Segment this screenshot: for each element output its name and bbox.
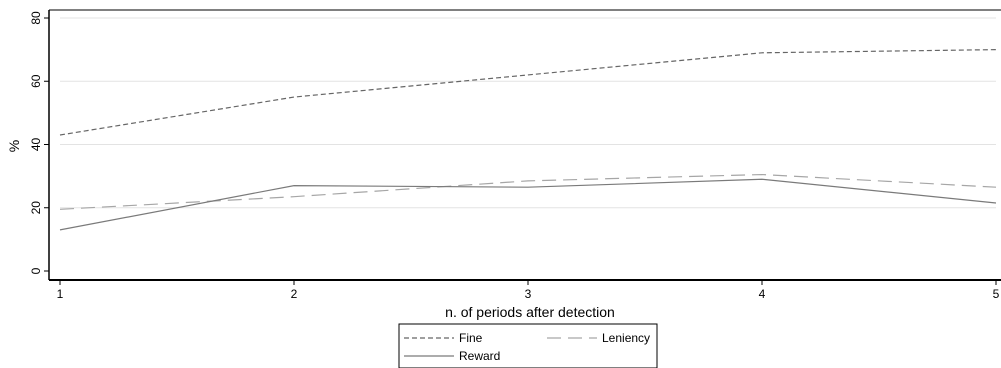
series-lines [59, 49, 997, 231]
axes [44, 9, 1001, 285]
legend-label-fine: Fine [459, 331, 483, 345]
x-tick-label-5: 5 [993, 287, 1000, 301]
y-tick-label-40: 40 [29, 138, 43, 152]
legend-label-reward: Reward [459, 349, 500, 363]
y-tick-label-60: 60 [29, 74, 43, 88]
x-tick-label-4: 4 [759, 287, 766, 301]
x-tick-label-2: 2 [291, 287, 298, 301]
series-line-leniency [59, 173, 997, 210]
legend: Fine Leniency Reward [398, 323, 658, 368]
y-axis-title: % [6, 140, 22, 152]
series-line-fine [59, 49, 997, 136]
legend-label-leniency: Leniency [602, 331, 650, 345]
series-line-reward [59, 178, 997, 231]
x-tick-labels: 1 2 3 4 5 [57, 287, 1000, 301]
legend-items: Fine Leniency Reward [404, 331, 650, 363]
y-tick-labels: 0 20 40 60 80 [29, 11, 43, 274]
x-tick-label-1: 1 [57, 287, 64, 301]
x-axis-title: n. of periods after detection [445, 304, 615, 320]
legend-box [398, 323, 658, 368]
x-tick-label-3: 3 [525, 287, 532, 301]
y-tick-label-80: 80 [29, 11, 43, 25]
gridlines [60, 17, 996, 209]
y-tick-label-20: 20 [29, 201, 43, 215]
y-tick-label-0: 0 [29, 267, 43, 274]
